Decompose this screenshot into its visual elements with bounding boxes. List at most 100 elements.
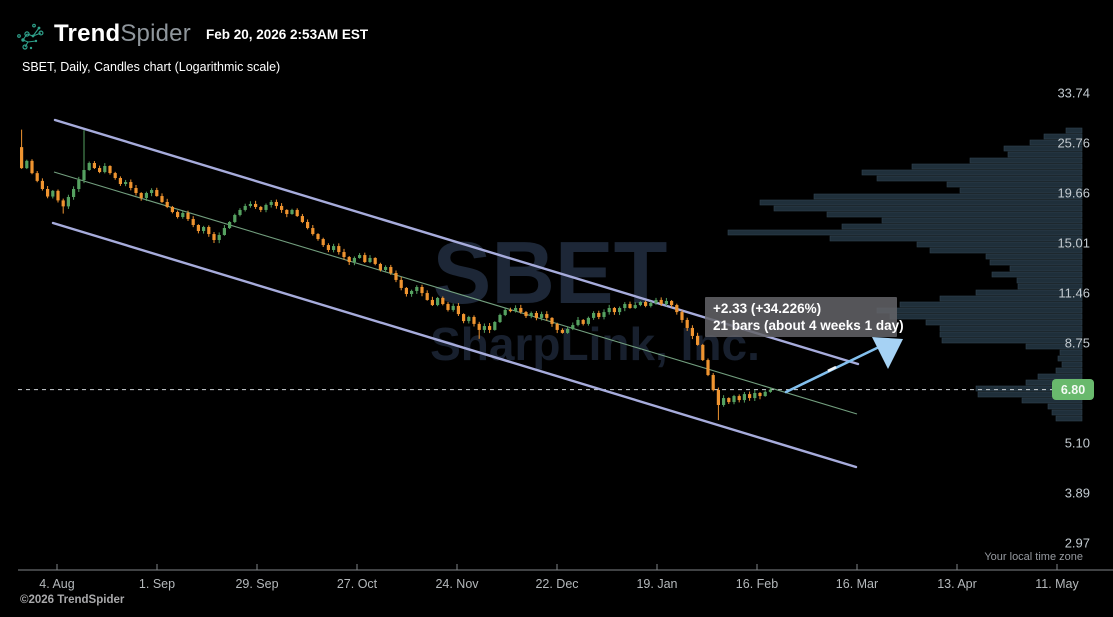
candle-body[interactable] bbox=[592, 312, 596, 318]
candle-body[interactable] bbox=[368, 257, 372, 263]
candle-body[interactable] bbox=[482, 326, 486, 330]
candle-body[interactable] bbox=[727, 398, 731, 403]
candle-body[interactable] bbox=[165, 201, 169, 207]
candle-body[interactable] bbox=[451, 305, 455, 310]
candle-body[interactable] bbox=[274, 201, 278, 206]
candle-body[interactable] bbox=[378, 263, 382, 270]
candle-body[interactable] bbox=[467, 316, 471, 322]
candle-body[interactable] bbox=[763, 391, 767, 397]
candle-body[interactable] bbox=[550, 317, 554, 324]
candle-body[interactable] bbox=[51, 190, 55, 197]
candle-body[interactable] bbox=[108, 165, 112, 174]
measurement-arrowhead[interactable] bbox=[872, 337, 903, 369]
candle-body[interactable] bbox=[389, 267, 393, 273]
candle-body[interactable] bbox=[61, 200, 65, 207]
candle-body[interactable] bbox=[113, 173, 117, 179]
candle-body[interactable] bbox=[40, 180, 44, 190]
candle-body[interactable] bbox=[155, 190, 159, 197]
candle-body[interactable] bbox=[186, 212, 190, 220]
measurement-arrow[interactable] bbox=[784, 337, 903, 394]
candle-body[interactable] bbox=[701, 344, 705, 361]
candle-body[interactable] bbox=[618, 308, 622, 313]
candle-body[interactable] bbox=[280, 205, 284, 210]
candle-body[interactable] bbox=[519, 308, 523, 313]
candle-body[interactable] bbox=[25, 160, 29, 169]
candle-body[interactable] bbox=[649, 302, 653, 306]
candle-body[interactable] bbox=[176, 212, 180, 217]
candle-body[interactable] bbox=[134, 187, 138, 194]
candle-body[interactable] bbox=[742, 394, 746, 401]
candle-body[interactable] bbox=[399, 279, 403, 288]
candle-body[interactable] bbox=[690, 327, 694, 336]
candle-body[interactable] bbox=[472, 316, 476, 324]
candle-body[interactable] bbox=[576, 319, 580, 326]
candle-body[interactable] bbox=[716, 389, 720, 406]
candle-body[interactable] bbox=[181, 212, 185, 217]
candle-body[interactable] bbox=[644, 301, 648, 306]
candle-body[interactable] bbox=[680, 312, 684, 320]
candle-body[interactable] bbox=[222, 228, 226, 235]
candle-body[interactable] bbox=[228, 221, 232, 229]
candle-body[interactable] bbox=[566, 328, 570, 333]
candle-body[interactable] bbox=[290, 209, 294, 215]
candle-body[interactable] bbox=[524, 312, 528, 317]
candle-body[interactable] bbox=[534, 312, 538, 318]
candle-body[interactable] bbox=[295, 209, 299, 217]
candle-body[interactable] bbox=[560, 329, 564, 333]
candle-body[interactable] bbox=[207, 227, 211, 235]
candle-body[interactable] bbox=[514, 308, 518, 312]
candle-body[interactable] bbox=[46, 189, 50, 197]
candle-body[interactable] bbox=[321, 239, 325, 246]
candle-body[interactable] bbox=[150, 190, 154, 194]
candle-body[interactable] bbox=[384, 267, 388, 270]
candle-body[interactable] bbox=[269, 201, 273, 205]
candle-body[interactable] bbox=[540, 314, 544, 318]
candle-body[interactable] bbox=[602, 312, 606, 317]
candle-body[interactable] bbox=[306, 221, 310, 229]
candle-body[interactable] bbox=[462, 314, 466, 322]
candle-body[interactable] bbox=[659, 299, 663, 305]
candle-body[interactable] bbox=[623, 304, 627, 309]
candle-body[interactable] bbox=[347, 257, 351, 263]
candle-body[interactable] bbox=[436, 297, 440, 306]
candle-body[interactable] bbox=[326, 245, 330, 250]
measurement-handle[interactable] bbox=[827, 365, 837, 373]
candle-body[interactable] bbox=[420, 287, 424, 294]
candle-body[interactable] bbox=[72, 189, 76, 198]
candle-body[interactable] bbox=[488, 326, 492, 330]
candle-body[interactable] bbox=[675, 305, 679, 313]
candle-body[interactable] bbox=[259, 206, 263, 210]
candle-body[interactable] bbox=[352, 257, 356, 263]
candle-body[interactable] bbox=[103, 165, 107, 173]
candle-body[interactable] bbox=[170, 206, 174, 213]
candle-body[interactable] bbox=[737, 396, 741, 401]
candle-body[interactable] bbox=[456, 305, 460, 315]
candle-body[interactable] bbox=[722, 398, 726, 406]
candle-body[interactable] bbox=[696, 335, 700, 345]
candle-body[interactable] bbox=[545, 314, 549, 318]
candle-body[interactable] bbox=[758, 392, 762, 397]
candle-body[interactable] bbox=[316, 234, 320, 240]
candle-body[interactable] bbox=[217, 234, 221, 241]
candle-body[interactable] bbox=[555, 323, 559, 330]
candle-body[interactable] bbox=[768, 389, 772, 392]
candle-body[interactable] bbox=[612, 308, 616, 313]
candle-body[interactable] bbox=[706, 360, 710, 376]
candle-body[interactable] bbox=[430, 299, 434, 306]
candle-body[interactable] bbox=[139, 193, 143, 198]
candle-body[interactable] bbox=[685, 319, 689, 328]
candle-body[interactable] bbox=[35, 173, 39, 181]
price-channel[interactable] bbox=[51, 118, 860, 469]
candle-body[interactable] bbox=[248, 203, 252, 206]
candle-body[interactable] bbox=[607, 308, 611, 313]
candle-body[interactable] bbox=[332, 246, 336, 250]
candle-body[interactable] bbox=[124, 182, 128, 185]
candle-body[interactable] bbox=[300, 216, 304, 222]
candle-body[interactable] bbox=[82, 170, 86, 181]
candle-body[interactable] bbox=[254, 203, 258, 207]
candle-body[interactable] bbox=[425, 293, 429, 300]
candle-body[interactable] bbox=[493, 322, 497, 330]
candle-body[interactable] bbox=[404, 287, 408, 295]
candle-body[interactable] bbox=[233, 214, 237, 222]
